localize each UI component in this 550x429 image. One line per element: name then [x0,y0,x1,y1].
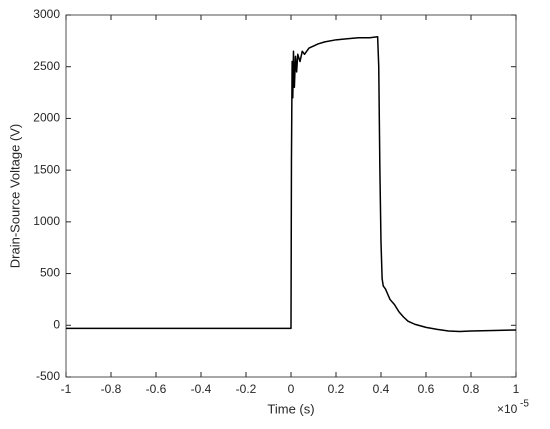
x-tick-label: 0 [288,382,295,396]
x-tick-label: -0.2 [236,382,257,396]
x-tick-label: 0.8 [463,382,480,396]
y-tick-label: 3000 [33,7,60,21]
x-exponent-power: -5 [520,399,529,410]
x-tick-label: 0.2 [328,382,345,396]
y-tick-label: 500 [40,266,60,280]
x-tick-label: -0.4 [191,382,212,396]
y-tick-label: 2000 [33,111,60,125]
y-tick-label: -500 [36,369,60,383]
x-tick-label: -0.8 [101,382,122,396]
y-tick-label: 1000 [33,214,60,228]
x-tick-label: -0.6 [146,382,167,396]
x-tick-label: 0.4 [373,382,390,396]
x-axis-title: Time (s) [267,401,314,416]
x-tick-label: 0.6 [418,382,435,396]
data-line [66,35,517,333]
x-tick-label: -1 [61,382,72,396]
x-tick-label: 1 [513,382,520,396]
y-axis-title: Drain-Source Voltage (V) [7,124,22,269]
y-tick-label: 1500 [33,162,60,176]
y-tick-label: 2500 [33,59,60,73]
x-exponent-base: ×10 [497,402,518,416]
y-tick-label: 0 [53,317,60,331]
